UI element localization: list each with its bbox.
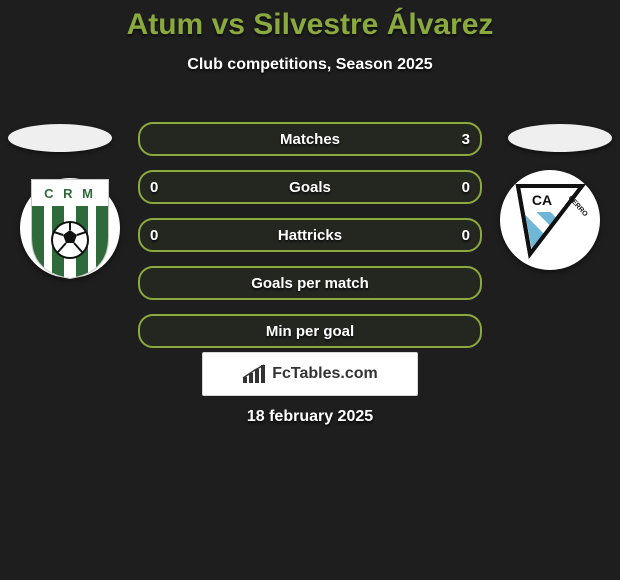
cerro-crest-icon: CA CERRO bbox=[508, 178, 592, 262]
club-badge-right: CA CERRO bbox=[500, 170, 600, 270]
stat-right-value: 3 bbox=[462, 124, 470, 154]
stat-right-value: 0 bbox=[462, 172, 470, 202]
svg-text:CA: CA bbox=[532, 192, 552, 208]
club-badge-left: C R M bbox=[20, 178, 120, 278]
stat-right-value: 0 bbox=[462, 220, 470, 250]
stat-label: Goals bbox=[289, 179, 331, 196]
svg-text:C R M: C R M bbox=[44, 186, 96, 201]
comparison-card: Atum vs Silvestre Álvarez Club competiti… bbox=[0, 0, 620, 580]
page-subtitle: Club competitions, Season 2025 bbox=[0, 56, 620, 74]
brand-text: FcTables.com bbox=[272, 365, 378, 383]
stat-row-gpm: Goals per match bbox=[138, 266, 482, 300]
date-label: 18 february 2025 bbox=[0, 408, 620, 426]
page-title: Atum vs Silvestre Álvarez bbox=[0, 0, 620, 42]
stat-rows: Matches 3 0 Goals 0 0 Hattricks 0 Goals … bbox=[138, 122, 482, 362]
svg-text:CERRO: CERRO bbox=[567, 195, 589, 219]
stat-label: Goals per match bbox=[251, 275, 369, 292]
stat-left-value: 0 bbox=[150, 220, 158, 250]
stat-label: Hattricks bbox=[278, 227, 342, 244]
bars-icon bbox=[242, 363, 266, 385]
brand-box: FcTables.com bbox=[202, 352, 418, 396]
stat-label: Matches bbox=[280, 131, 340, 148]
player-shadow-right bbox=[508, 124, 612, 152]
crm-crest-icon: C R M bbox=[26, 176, 114, 280]
stat-row-hattricks: 0 Hattricks 0 bbox=[138, 218, 482, 252]
stat-left-value: 0 bbox=[150, 172, 158, 202]
stat-row-mpg: Min per goal bbox=[138, 314, 482, 348]
stat-row-goals: 0 Goals 0 bbox=[138, 170, 482, 204]
stat-row-matches: Matches 3 bbox=[138, 122, 482, 156]
player-shadow-left bbox=[8, 124, 112, 152]
stat-label: Min per goal bbox=[266, 323, 354, 340]
